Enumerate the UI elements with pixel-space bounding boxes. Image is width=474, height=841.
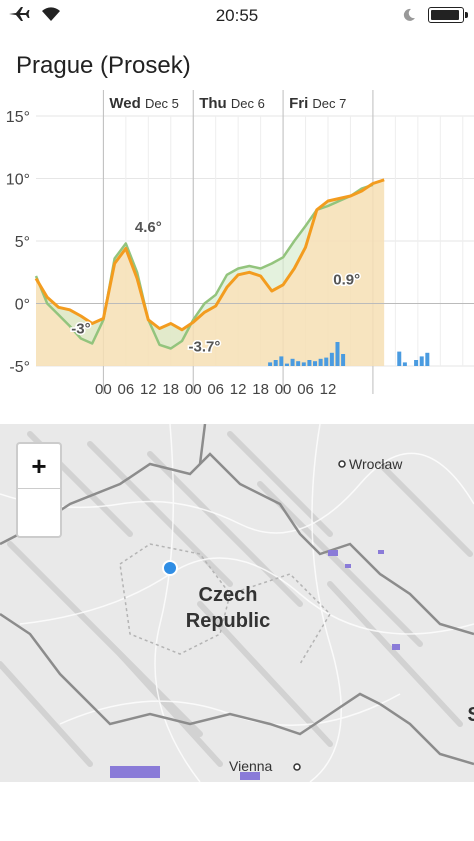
temperature-line <box>34 178 385 332</box>
radar-map[interactable]: Wrocław Vienna Czech Republic S <box>0 424 474 782</box>
day-date: Dec 6 <box>231 96 265 111</box>
country-label: Czech Republic <box>168 582 288 634</box>
precip-bar <box>341 354 346 366</box>
precip-bar <box>397 351 402 366</box>
moon-icon <box>403 8 415 21</box>
x-tick-label: 12 <box>140 381 157 398</box>
x-tick-label: 00 <box>95 381 112 398</box>
y-tick-label: 5° <box>15 234 30 251</box>
day-name: Thu <box>199 95 231 112</box>
precip-bar <box>324 357 329 366</box>
day-name: Wed <box>109 95 145 112</box>
country-label-line1: Czech <box>198 584 258 606</box>
precip-bar <box>335 342 340 366</box>
day-date: Dec 5 <box>145 96 179 111</box>
precip-bar <box>414 360 419 366</box>
airplane-icon <box>9 7 30 21</box>
y-tick-label: 10° <box>6 172 30 189</box>
current-location-marker[interactable] <box>162 560 178 576</box>
precip-bar <box>301 362 306 366</box>
x-tick-label: 06 <box>207 381 224 398</box>
status-right-icons <box>402 7 468 23</box>
map-canvas[interactable] <box>0 424 474 782</box>
x-tick-label: 06 <box>118 381 135 398</box>
precipitation-spots <box>110 550 400 780</box>
temperature-chart[interactable]: 15° 10° 5° 0° -5° Wed Dec 5 Thu Dec 6 Fri Dec 7… <box>0 88 474 403</box>
precip-bar <box>284 363 289 366</box>
edge-country-label: S <box>464 702 474 728</box>
day-date: Dec 7 <box>312 96 346 111</box>
x-tick-label: 00 <box>185 381 202 398</box>
y-tick-label: 15° <box>6 109 30 126</box>
precip-bar <box>279 356 284 366</box>
precip-bar <box>329 352 334 366</box>
x-tick-label: 18 <box>252 381 269 398</box>
wifi-icon <box>42 7 60 21</box>
country-label-line2: Republic <box>185 610 271 632</box>
wind-streaks <box>0 431 473 767</box>
location-title: Prague (Prosek) <box>16 52 191 79</box>
day-name: Fri <box>289 95 312 112</box>
x-tick-label: 18 <box>162 381 179 398</box>
y-tick-label: -5° <box>9 359 30 376</box>
temperature-annotation: 0.9° <box>333 272 360 289</box>
city-dot-vienna <box>293 763 301 771</box>
precip-bar <box>290 358 295 366</box>
status-left-icons <box>8 6 62 22</box>
precip-bar <box>296 361 301 366</box>
precip-bar <box>268 362 273 366</box>
x-tick-label: 06 <box>297 381 314 398</box>
city-label-wroclaw: Wrocław <box>349 456 403 472</box>
y-tick-label: 0° <box>15 297 30 314</box>
x-tick-label: 12 <box>320 381 337 398</box>
temperature-area-fill <box>36 179 385 366</box>
temperature-annotation: 4.6° <box>135 219 162 236</box>
precip-bar <box>313 361 318 366</box>
precip-bar <box>419 356 424 366</box>
day-label: Fri Dec 7 <box>289 95 346 112</box>
status-time: 20:55 <box>215 6 259 25</box>
day-label: Thu Dec 6 <box>199 95 265 112</box>
zoom-in-button[interactable]: + <box>18 444 60 489</box>
precip-bar <box>425 352 430 366</box>
battery-level <box>431 10 459 20</box>
zoom-control: + <box>16 442 62 538</box>
precip-bar <box>402 362 407 366</box>
city-dot-wroclaw <box>338 460 346 468</box>
precip-bar <box>307 360 312 366</box>
battery-icon <box>428 7 468 23</box>
day-header-band <box>36 90 474 116</box>
x-tick-label: 00 <box>275 381 292 398</box>
temperature-annotation: -3.7° <box>189 338 221 355</box>
status-bar: 20:55 <box>0 0 474 34</box>
region-borders <box>119 543 331 665</box>
zoom-out-button[interactable] <box>18 489 60 536</box>
precip-bar <box>273 360 278 366</box>
city-label-vienna: Vienna <box>229 758 273 774</box>
temperature-annotation: -3° <box>71 321 90 338</box>
x-tick-label: 12 <box>230 381 247 398</box>
day-label: Wed Dec 5 <box>109 95 179 112</box>
precip-bar <box>318 358 323 366</box>
bottom-blank-area <box>0 782 474 841</box>
